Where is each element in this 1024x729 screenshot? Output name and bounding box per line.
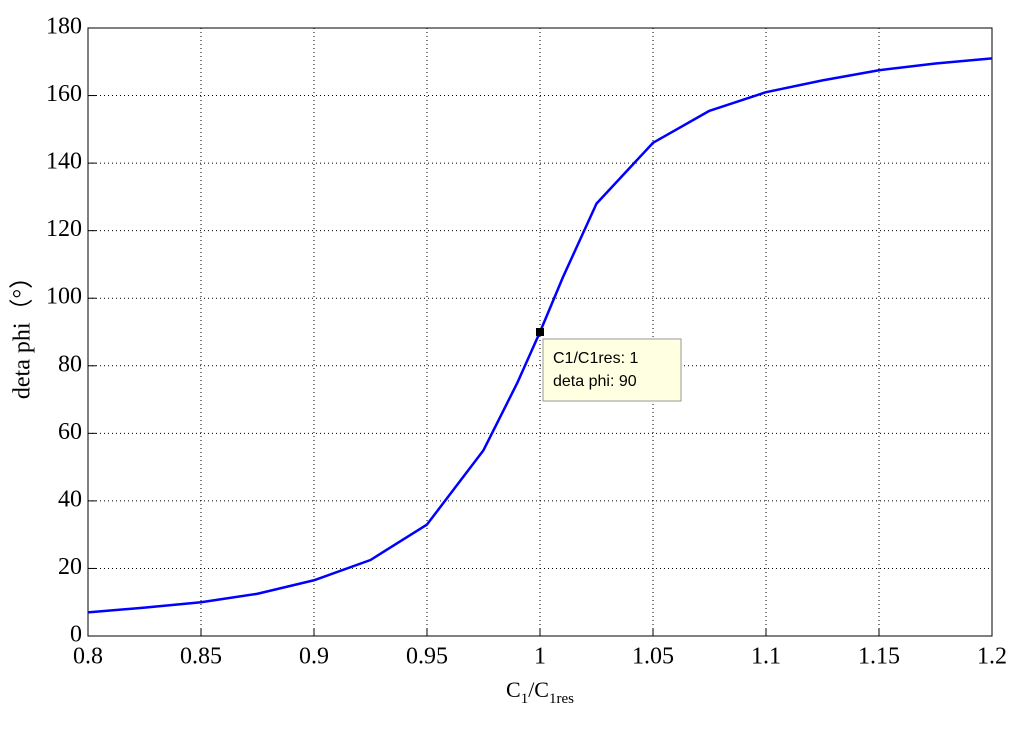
- y-tick-label: 20: [58, 554, 82, 580]
- x-tick-label: 0.9: [299, 644, 329, 670]
- y-tick-label: 140: [46, 149, 82, 175]
- x-axis-label-part: /C: [528, 677, 549, 702]
- x-axis-label-part: C: [506, 677, 521, 702]
- x-tick-label: 1.1: [751, 644, 781, 670]
- y-tick-label: 60: [58, 419, 82, 445]
- x-tick-label: 0.95: [406, 644, 448, 670]
- datatip-text: C1/C1res: 1: [553, 350, 638, 367]
- datatip-text: deta phi: 90: [553, 373, 637, 390]
- datatip-box: [542, 338, 682, 402]
- x-tick-label: 1.2: [977, 644, 1007, 670]
- x-tick-label: 0.85: [180, 644, 222, 670]
- y-tick-label: 100: [46, 284, 82, 310]
- x-axis-label-part: 1res: [549, 691, 574, 707]
- x-axis-label-part: 1: [521, 691, 529, 707]
- plot-frame: [87, 27, 993, 637]
- y-tick-label: 160: [46, 81, 82, 107]
- x-tick-label: 1.05: [632, 644, 674, 670]
- y-tick-label: 80: [58, 351, 82, 377]
- x-tick-label: 1.15: [858, 644, 900, 670]
- x-tick-label: 0.8: [73, 644, 103, 670]
- y-tick-label: 40: [58, 486, 82, 512]
- x-tick-label: 1: [534, 644, 546, 670]
- y-tick-label: 120: [46, 216, 82, 242]
- x-axis-label: C1/C1res: [506, 677, 574, 707]
- y-tick-label: 180: [46, 14, 82, 40]
- y-axis-label: deta phi（°）: [10, 265, 36, 399]
- y-tick-label: 0: [70, 622, 82, 648]
- datatip-marker: [536, 328, 544, 336]
